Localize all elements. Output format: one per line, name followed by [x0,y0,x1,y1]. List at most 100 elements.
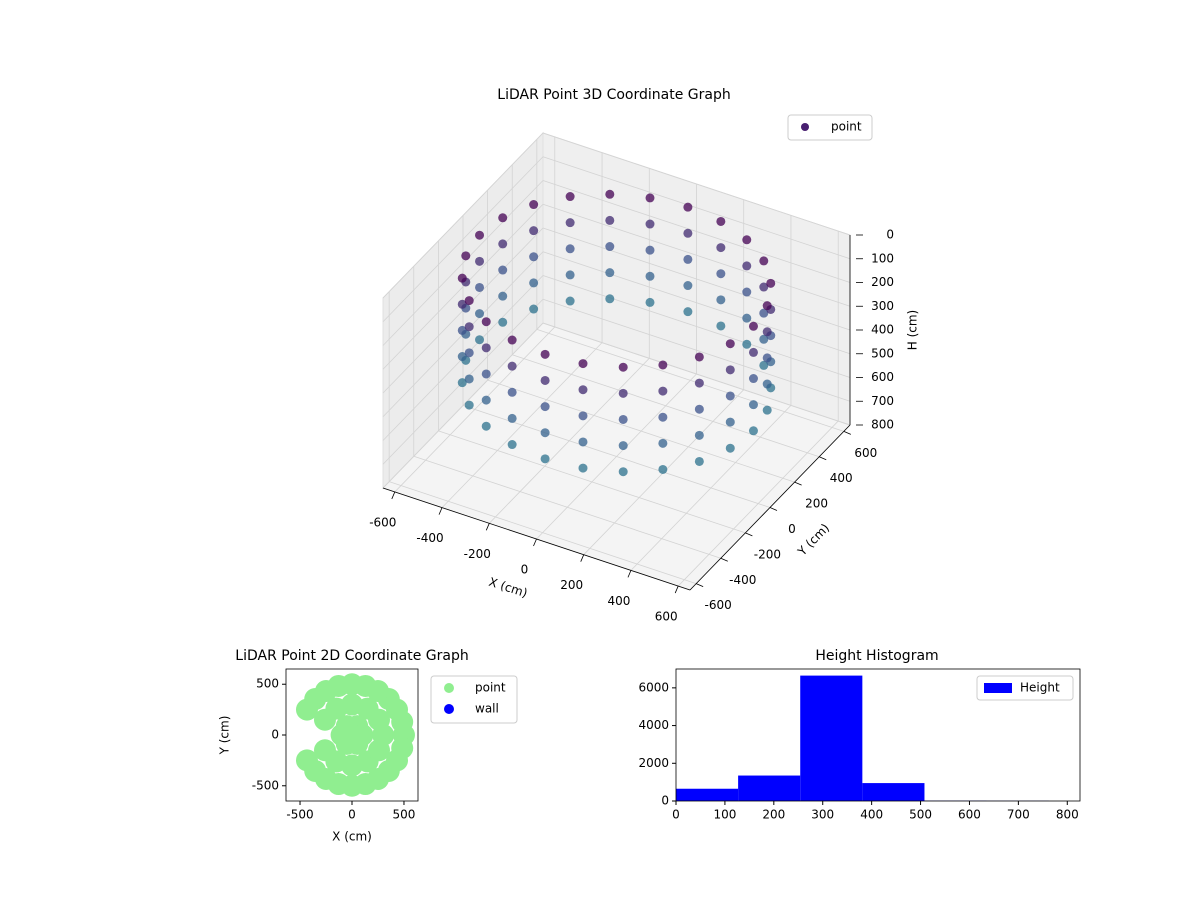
y-tick-label: 400 [830,471,853,485]
point [464,400,474,410]
point [498,213,508,223]
point [540,428,550,438]
point [694,456,704,466]
point [565,296,575,306]
point [481,317,491,327]
x-tick-label: 600 [655,610,678,624]
point [742,235,752,245]
point [605,268,615,278]
point [464,322,474,332]
point [295,698,318,721]
point [748,321,758,331]
x-tick-label: 400 [608,594,631,608]
bar [862,783,925,801]
point [475,230,485,240]
point [464,374,474,384]
point [658,438,668,448]
point [748,426,758,436]
point [742,339,752,349]
y-axis-label: Y (cm) [794,521,832,559]
grid-line [382,322,544,489]
grid-line [413,455,721,559]
y-tick [819,456,827,461]
point [658,464,668,474]
y-tick-label: -500 [252,778,279,792]
z-tick-label: 700 [871,394,894,408]
point [759,256,769,266]
y-tick-label: 600 [854,446,877,460]
point [748,400,758,410]
point [716,216,726,226]
y-tick [720,557,728,562]
grid-line [542,322,851,426]
z-tick-label: 500 [871,346,894,360]
point [618,388,628,398]
x-tick [674,585,679,594]
y-tick-label: 200 [805,497,828,511]
chart-title: LiDAR Point 3D Coordinate Graph [497,87,730,103]
point [341,724,363,746]
point [498,265,508,275]
z-tick-label: 200 [871,275,894,289]
z-tick-label: 0 [886,228,894,242]
point [507,387,517,397]
y-axis-label: Y (cm) [218,716,232,756]
grid-line [512,354,820,458]
point [540,402,550,412]
point [694,378,704,388]
point [725,339,735,349]
point [683,228,693,238]
x-tick-label: 800 [1056,808,1079,822]
legend-marker [801,123,809,131]
point [565,192,575,202]
y-tick-label: -400 [729,573,756,587]
point [507,440,517,450]
grid-line [382,180,544,346]
x-tick-label: 0 [348,808,356,822]
point [475,335,485,345]
point [481,395,491,405]
y-tick [794,481,802,486]
point [658,360,668,370]
grid-line [536,328,844,432]
point [457,325,467,335]
x-tick-label: -400 [416,531,443,545]
x-tick-label: 500 [393,808,416,822]
x-tick [533,538,537,547]
chart-title: LiDAR Point 2D Coordinate Graph [235,648,468,664]
legend-box [787,114,873,141]
point [742,313,752,323]
point [540,375,550,385]
point [481,343,491,353]
point [762,405,772,415]
x-axis-label: X (cm) [332,830,372,844]
point [759,334,769,344]
y-tick-label: 0 [661,794,669,808]
x-tick [438,507,443,515]
point [694,352,704,362]
point [475,282,485,292]
point [529,304,539,314]
point [716,321,726,331]
point [457,273,467,283]
z-axis-label: H (cm) [906,310,920,351]
grid-line [382,203,544,370]
x-tick-label: 700 [1007,808,1030,822]
point [759,282,769,292]
y-tick-label: 0 [788,522,796,536]
y-tick-label: 6000 [638,680,669,694]
x-tick-label: 600 [958,808,981,822]
y-tick-label: 0 [271,728,279,742]
point [391,737,414,760]
point [694,404,704,414]
x-tick-label: -500 [286,808,313,822]
grid-line [542,251,851,355]
x-tick-label: -200 [464,547,491,561]
point [578,411,588,421]
y-tick-label: 500 [256,677,279,691]
point [645,297,655,307]
grid-line [382,132,544,299]
grid-line [382,156,544,323]
y-tick [745,532,753,537]
point [725,391,735,401]
